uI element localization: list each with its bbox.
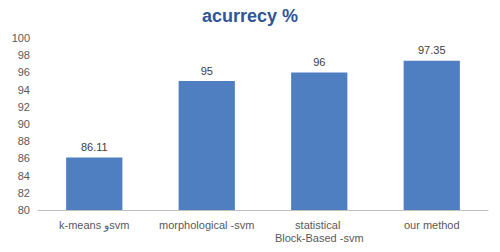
svg-text:82: 82 bbox=[18, 187, 30, 199]
svg-text:acurrecy %: acurrecy % bbox=[202, 6, 298, 26]
svg-text:86.11: 86.11 bbox=[81, 141, 108, 153]
svg-text:86: 86 bbox=[18, 152, 30, 164]
svg-text:statistical: statistical bbox=[295, 219, 343, 231]
svg-text:84: 84 bbox=[18, 170, 30, 182]
svg-text:k-means وsvm: k-means وsvm bbox=[59, 219, 129, 232]
svg-text:80: 80 bbox=[18, 204, 30, 216]
svg-text:our method: our method bbox=[404, 219, 460, 231]
svg-text:95: 95 bbox=[201, 65, 213, 77]
svg-text:96: 96 bbox=[18, 66, 30, 78]
svg-text:98: 98 bbox=[18, 49, 30, 61]
svg-text:96: 96 bbox=[313, 56, 325, 68]
svg-text:94: 94 bbox=[18, 84, 30, 96]
svg-text:Block-Based -svm: Block-Based -svm bbox=[275, 232, 364, 244]
svg-text:88: 88 bbox=[18, 135, 30, 147]
svg-text:morphological -svm: morphological -svm bbox=[159, 219, 254, 231]
svg-text:90: 90 bbox=[18, 118, 30, 130]
svg-text:92: 92 bbox=[18, 101, 30, 113]
svg-text:100: 100 bbox=[12, 32, 30, 44]
svg-text:97.35: 97.35 bbox=[418, 44, 446, 56]
